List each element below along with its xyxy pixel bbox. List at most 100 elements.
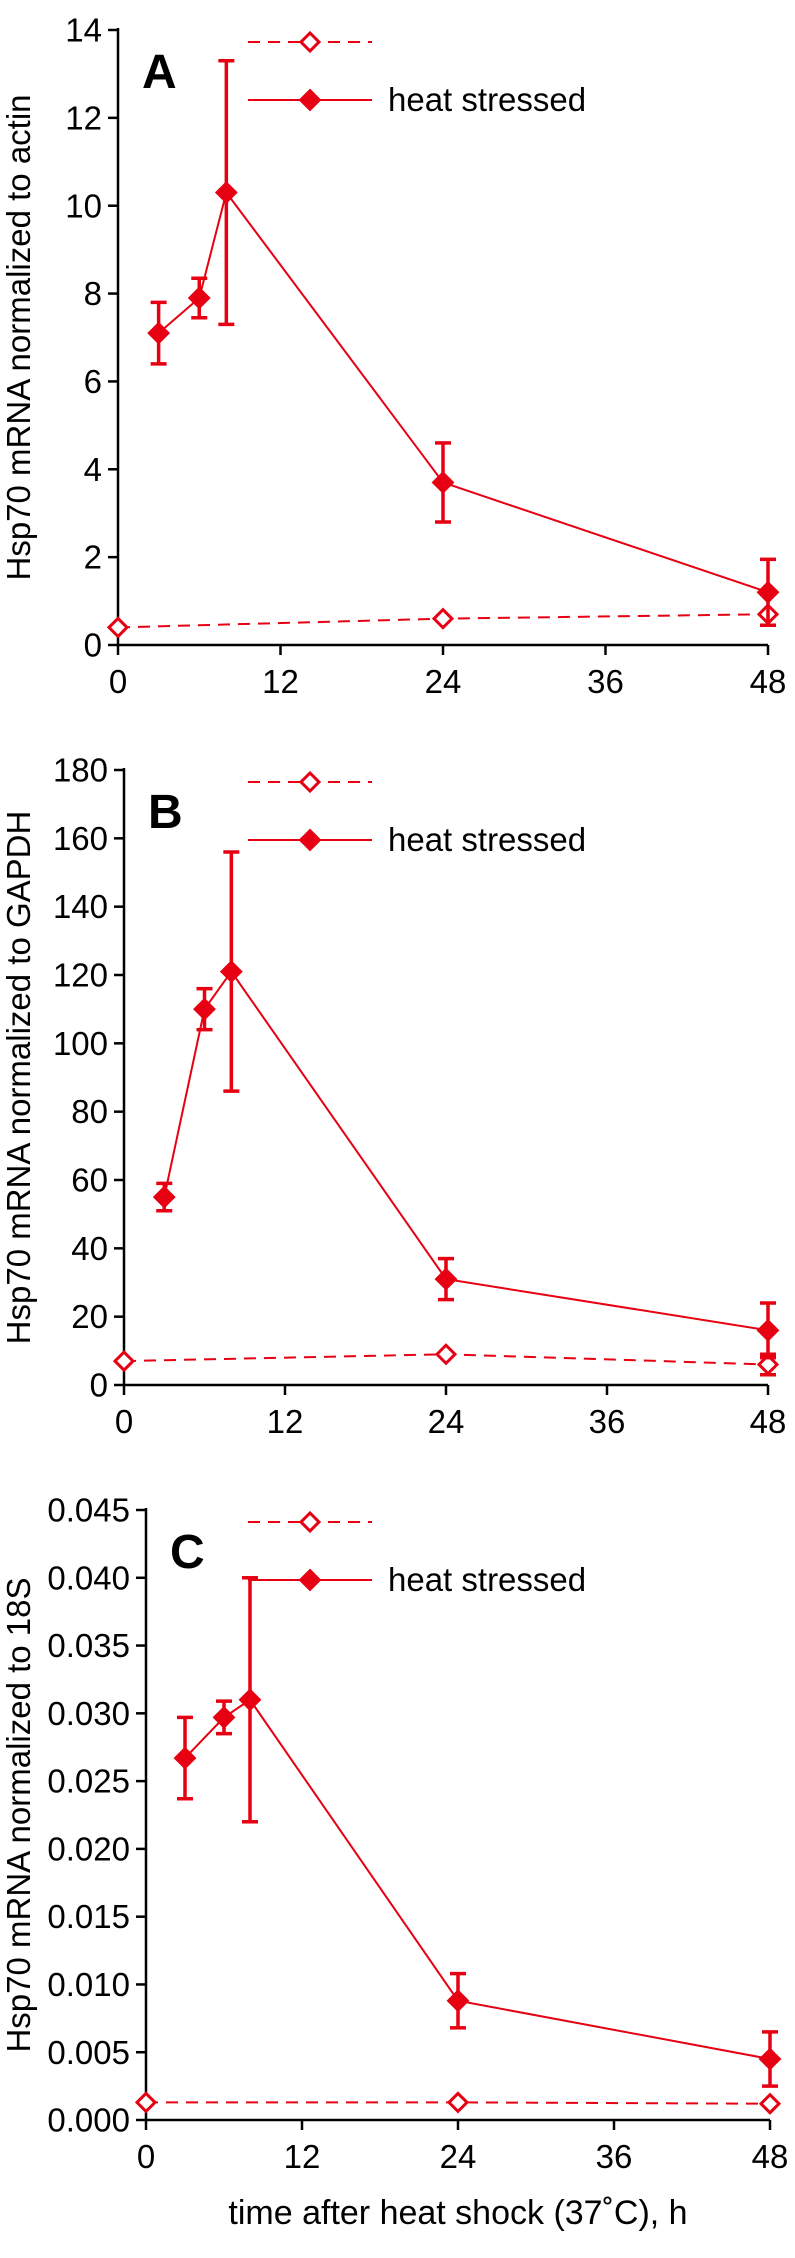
y-tick-label: 0.000: [47, 2102, 130, 2139]
plot-B: 0 20 40 60 80 100 120 140 160 180 0 12 24 36 48 Hsp70 m…: [0, 752, 786, 1440]
panel-letter: B: [148, 786, 183, 839]
y-tick-label: 0.030: [47, 1695, 130, 1732]
x-tick-label: 0: [137, 2138, 155, 2175]
legend-label: heat stressed: [388, 1561, 586, 1598]
filled-diamond-marker: [431, 471, 455, 494]
series-heat-stressed: [152, 850, 780, 1360]
legend-label: heat stressed: [388, 81, 586, 118]
x-tick-label: 0: [109, 663, 127, 700]
x-tick-label: 12: [262, 663, 299, 700]
y-tick-label: 140: [53, 888, 108, 925]
x-tick-label: 36: [596, 2138, 633, 2175]
chart-panel-b: 0 20 40 60 80 100 120 140 160 180 0 12 24 36 48 Hsp70 m…: [0, 752, 786, 1440]
series-control: [106, 603, 780, 639]
series-line: [157, 190, 769, 594]
legend-marker: [298, 828, 322, 852]
y-tick-label: 20: [71, 1298, 108, 1335]
x-tick-label: 12: [267, 1403, 304, 1440]
filled-diamond-marker: [758, 2047, 782, 2071]
x-tick-label: 12: [284, 2138, 321, 2175]
panel-letter: A: [142, 46, 177, 99]
y-tick-label: 180: [53, 752, 108, 789]
x-tick-label: 48: [750, 663, 787, 700]
open-diamond-marker: [112, 1349, 136, 1373]
plot-C: 0.000 0.005 0.010 0.015 0.020 0.025 0.030 0.035…: [0, 1492, 788, 2232]
series-heat-stressed: [147, 59, 780, 627]
legend-marker: [298, 1510, 322, 1534]
y-tick-label: 12: [65, 99, 102, 136]
y-tick-label: 0.035: [47, 1627, 130, 1664]
series-control: [112, 1343, 780, 1377]
filled-diamond-marker: [756, 1318, 780, 1342]
x-tick-label: 24: [428, 1403, 465, 1440]
y-tick-label: 14: [65, 12, 102, 49]
axes: 0 20 40 60 80 100 120 140 160 180 0 12 24 36 48: [53, 752, 786, 1440]
y-tick-label: 120: [53, 957, 108, 994]
open-diamond-marker: [431, 607, 455, 630]
open-diamond-marker: [446, 2091, 470, 2114]
legend-label: heat stressed: [388, 821, 586, 858]
y-tick-label: 0.020: [47, 1830, 130, 1867]
open-diamond-marker: [434, 1343, 458, 1366]
y-axis-title: Hsp70 mRNA normalized to GAPDH: [0, 811, 37, 1345]
filled-diamond-marker: [756, 580, 780, 604]
x-axis-title: time after heat shock (37˚C), h: [228, 2194, 687, 2232]
filled-diamond-marker: [446, 1989, 470, 2013]
legend-marker: [298, 770, 322, 794]
x-tick-label: 36: [587, 663, 624, 700]
y-tick-label: 160: [53, 820, 108, 857]
y-axis-title: Hsp70 mRNA normalized to actin: [0, 94, 37, 580]
y-tick-label: 0.040: [47, 1559, 130, 1596]
filled-diamond-marker: [173, 1746, 197, 1770]
legend: heat stressed: [248, 770, 586, 858]
open-diamond-marker: [106, 616, 130, 639]
y-tick-label: 100: [53, 1025, 108, 1062]
legend: heat stressed: [248, 30, 586, 118]
y-axis-title: Hsp70 mRNA normalized to 18S: [0, 1577, 37, 2052]
legend-marker: [298, 88, 322, 112]
filled-diamond-marker: [434, 1267, 458, 1291]
x-tick-label: 36: [589, 1403, 626, 1440]
series-control: [134, 2091, 782, 2115]
y-tick-label: 0.005: [47, 2034, 130, 2071]
y-tick-label: 60: [71, 1162, 108, 1199]
x-tick-label: 48: [752, 2138, 789, 2175]
x-tick-label: 24: [425, 663, 462, 700]
y-tick-label: 4: [84, 451, 102, 488]
y-tick-label: 2: [84, 539, 102, 576]
legend-marker: [298, 1568, 322, 1592]
open-diamond-marker: [758, 2092, 782, 2115]
y-tick-label: 0.045: [47, 1492, 130, 1529]
series-line: [184, 1698, 771, 2060]
axes: 0.000 0.005 0.010 0.015 0.020 0.025 0.030 0.035…: [47, 1492, 788, 2175]
panel-letter: C: [170, 1526, 205, 1579]
filled-diamond-marker: [193, 997, 216, 1021]
legend-marker: [298, 30, 322, 54]
x-tick-label: 24: [440, 2138, 477, 2175]
filled-diamond-marker: [187, 286, 211, 310]
filled-diamond-marker: [212, 1705, 236, 1729]
x-tick-label: 0: [115, 1403, 133, 1440]
y-tick-label: 80: [71, 1093, 108, 1130]
y-tick-label: 0.010: [47, 1966, 130, 2003]
series-heat-stressed: [173, 1576, 782, 2088]
x-tick-label: 48: [750, 1403, 787, 1440]
y-tick-label: 0: [90, 1367, 108, 1404]
y-tick-label: 8: [84, 275, 102, 312]
y-tick-label: 6: [84, 363, 102, 400]
filled-diamond-marker: [214, 181, 238, 204]
filled-diamond-marker: [219, 960, 243, 983]
filled-diamond-marker: [152, 1185, 176, 1209]
filled-diamond-marker: [238, 1688, 262, 1712]
y-tick-label: 0.025: [47, 1763, 130, 1800]
y-tick-label: 0.015: [47, 1898, 130, 1935]
y-tick-label: 40: [71, 1230, 108, 1267]
filled-diamond-marker: [147, 321, 171, 345]
y-tick-label: 0: [84, 627, 102, 664]
open-diamond-marker: [134, 2091, 158, 2114]
series-line: [163, 969, 769, 1332]
